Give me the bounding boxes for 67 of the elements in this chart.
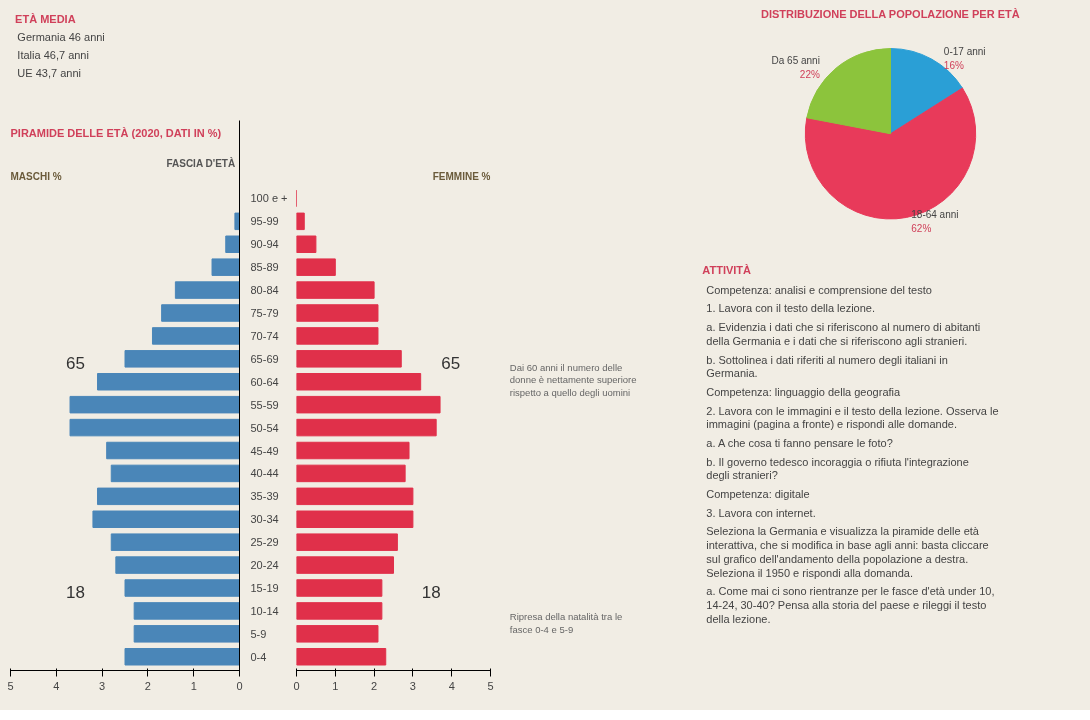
x-tick-label: 0: [236, 679, 243, 692]
data-label: 16%: [943, 59, 964, 71]
x-tick-label: 1: [190, 679, 197, 692]
y-tick-label: 5-9: [250, 627, 267, 640]
slice-label: Da 65 anni: [771, 54, 820, 66]
y-tick-label: 0-4: [250, 650, 267, 663]
y-tick-label: 15-19: [250, 582, 279, 594]
annotation: 18: [421, 583, 441, 603]
slice-label: 0-17 anni: [943, 45, 986, 57]
annotation: 65: [441, 354, 461, 374]
y-tick-label: 75-79: [250, 307, 279, 319]
annotation: 18: [66, 583, 86, 603]
y-tick-label: 50-54: [250, 421, 279, 434]
y-axis-title: FASCIA D'ETÀ: [166, 156, 236, 169]
chart-title: DISTRIBUZIONE DELLA POPOLAZIONE PER ETÀ: [760, 7, 1020, 20]
x-tick-label: 4: [448, 679, 455, 692]
y-tick-label: 45-49: [250, 444, 279, 457]
x-tick-label: 1: [332, 679, 339, 692]
y-tick-label: 10-14: [250, 604, 279, 617]
text: 3. Lavora con internet.: [706, 506, 816, 519]
x-tick-label: 5: [487, 679, 494, 692]
text: a. Come mai ci sono rientranze per le fasce d'età under 10, 14-24, 30-40? Pensa alla storia del paese e rileggi il testo della lezione.: [706, 585, 995, 625]
x-axis-title: MASCHI %: [10, 171, 62, 183]
text: UE 43,7 anni: [17, 66, 81, 79]
text: ETÀ MEDIA: [15, 12, 76, 25]
y-tick-label: 85-89: [250, 261, 279, 274]
y-tick-label: 35-39: [250, 490, 279, 503]
x-tick-label: 4: [53, 679, 60, 692]
text: b. Sottolinea i dati riferiti al numero degli italiani in Germania.: [706, 353, 948, 380]
text: Italia 46,7 anni: [17, 49, 89, 62]
text: b. Il governo tedesco incoraggia o rifiuta l'integrazione degli stranieri?: [706, 455, 969, 482]
text: 2. Lavora con le immagini e il testo della lezione. Osserva le immagini (pagina a fronte) e rispondi alle domande.: [706, 404, 999, 431]
text: ATTIVITÀ: [702, 264, 752, 277]
text: 1. Lavora con il testo della lezione.: [706, 302, 876, 315]
data-label: 22%: [799, 68, 820, 80]
y-tick-label: 55-59: [250, 398, 279, 411]
y-tick-label: 40-44: [250, 467, 279, 480]
text: a. A che cosa ti fanno pensare le foto?: [706, 437, 893, 450]
y-tick-label: 80-84: [250, 284, 279, 297]
x-tick-label: 2: [371, 679, 378, 692]
x-tick-label: 2: [144, 679, 151, 692]
y-tick-label: 20-24: [250, 559, 279, 572]
y-tick-label: 60-64: [250, 375, 279, 388]
y-tick-label: 90-94: [250, 238, 279, 251]
text: Competenza: analisi e comprensione del testo: [706, 283, 932, 296]
text: Competenza: linguaggio della geografia: [706, 385, 901, 398]
annotation: 65: [66, 354, 86, 374]
text: Competenza: digitale: [706, 488, 810, 501]
y-tick-label: 95-99: [250, 215, 279, 228]
slice-label: 18-64 anni: [911, 209, 959, 221]
text: a. Evidenzia i dati che si riferiscono al numero di abitanti della Germania e i dati che si riferiscono agli stranieri.: [706, 321, 981, 347]
x-tick-label: 3: [409, 679, 416, 692]
text: Dai 60 anni il numero delle donne è nettamente superiore rispetto a quello degli uomini: [509, 361, 637, 398]
chart-title: PIRAMIDE DELLE ETÀ (2020, DATI IN %): [10, 126, 222, 139]
text: Germania 46 anni: [17, 31, 105, 44]
y-tick-label: 25-29: [250, 536, 279, 549]
x-tick-label: 0: [293, 679, 300, 692]
text: Ripresa della natalità tra le fasce 0-4 e 5-9: [509, 611, 623, 635]
y-tick-label: 70-74: [250, 329, 279, 342]
text: Seleziona la Germania e visualizza la piramide delle età interattiva, che si modifica in base agli anni: basta cliccare sul grafico dell'andamento della popolazione a destra. Seleziona il 1950 e rispondi alla domanda.: [706, 525, 989, 579]
x-tick-label: 3: [99, 679, 106, 692]
x-tick-label: 5: [7, 679, 14, 692]
data-label: 62%: [911, 223, 932, 235]
y-tick-label: 100 e +: [250, 192, 288, 205]
y-tick-label: 65-69: [250, 352, 279, 365]
x-axis-title: FEMMINE %: [432, 171, 491, 183]
y-tick-label: 30-34: [250, 513, 279, 526]
